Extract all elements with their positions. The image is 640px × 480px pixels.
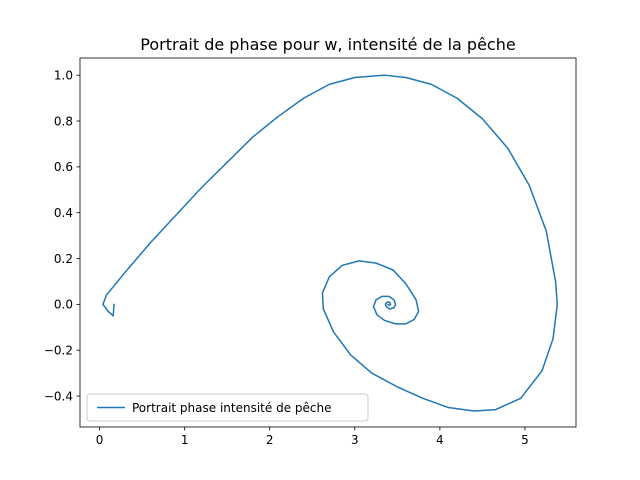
legend-box xyxy=(86,393,369,422)
plot-area xyxy=(102,74,559,412)
y-tick-label: 0.8 xyxy=(54,114,73,128)
x-tick-label: 5 xyxy=(521,433,529,447)
axes-frame xyxy=(79,57,577,428)
x-tick-label: 1 xyxy=(181,433,189,447)
y-tick-label: 0.0 xyxy=(54,298,73,312)
y-tick-label: 0.6 xyxy=(54,160,73,174)
series-line-0 xyxy=(102,74,559,412)
x-tick-label: 3 xyxy=(351,433,359,447)
axes: 0 1 2 3 4 5 −0.4 −0.2 0.0 0.2 0.4 0.6 0.8 1.0 xyxy=(44,57,577,447)
legend-label: Portrait phase intensité de pêche xyxy=(132,401,331,415)
legend: Portrait phase intensité de pêche xyxy=(86,393,369,422)
y-tick-label: 0.4 xyxy=(54,206,73,220)
y-tick-label: 1.0 xyxy=(54,68,73,82)
chart-title: Portrait de phase pour w, intensité de l… xyxy=(140,35,515,54)
y-tick-label: 0.2 xyxy=(54,252,73,266)
x-tick-label: 4 xyxy=(436,433,444,447)
x-tick-label: 0 xyxy=(96,433,104,447)
x-tick-label: 2 xyxy=(266,433,274,447)
y-tick-label: −0.4 xyxy=(44,389,73,403)
y-tick-label: −0.2 xyxy=(44,344,73,358)
